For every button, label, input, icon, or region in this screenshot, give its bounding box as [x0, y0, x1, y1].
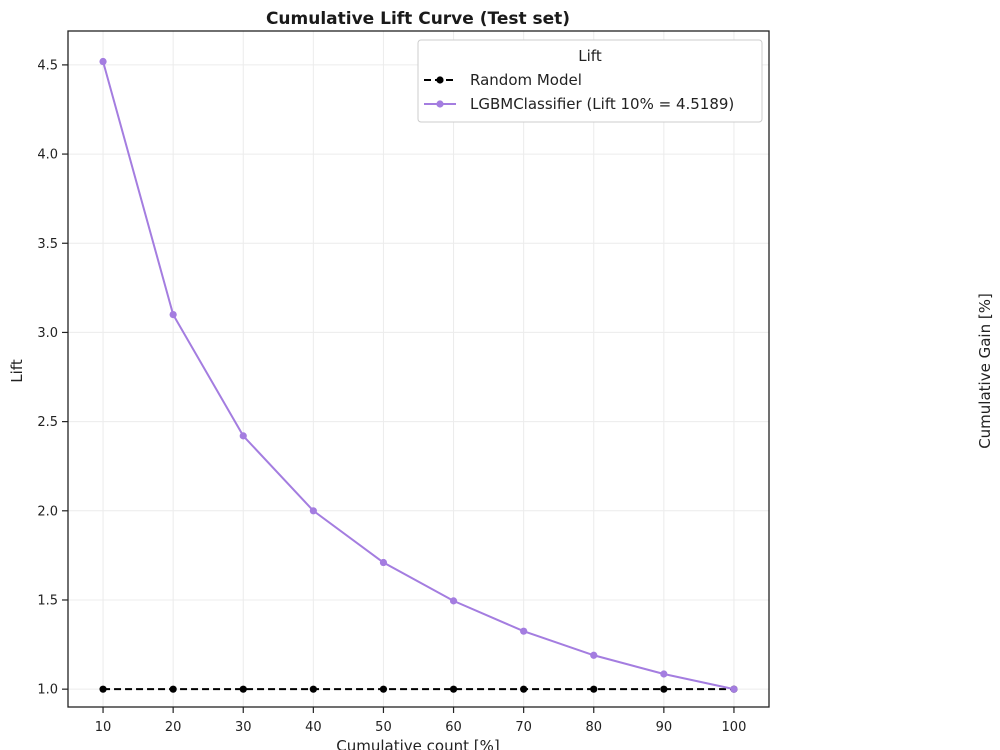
x-tick-label: 10: [95, 720, 112, 735]
y-tick-label: 1.0: [37, 683, 58, 698]
y-tick-label: 1.5: [37, 593, 58, 608]
x-tick-label: 100: [722, 720, 747, 735]
plot-frame: [67, 30, 770, 708]
y-tick-label: 3.5: [37, 237, 58, 252]
lgbm-classifier-point: [590, 651, 598, 659]
random-model-point: [660, 685, 668, 693]
lgbm-classifier-point: [309, 507, 317, 515]
x-tick-label: 70: [515, 720, 532, 735]
random-model-point: [520, 685, 528, 693]
legend-lgbm-classifier-label: LGBMClassifier (Lift 10% = 4.5189): [470, 95, 734, 113]
lgbm-classifier-point: [660, 670, 668, 678]
y-tick-label: 4.0: [37, 148, 58, 163]
legend-box: [417, 39, 763, 123]
random-model-point: [239, 685, 247, 693]
x-tick-label: 40: [305, 720, 322, 735]
axis-ticks: 10 20 30 40 50 60 70 80 90 100 1.0 1.5 2.0 2.5 3.0 3.5 4…: [37, 58, 746, 735]
secondary-y-axis-label: Cumulative Gain [%]: [976, 293, 994, 449]
x-tick-label: 50: [375, 720, 392, 735]
random-model-point: [590, 685, 598, 693]
lgbm-classifier-point: [520, 627, 528, 635]
legend-random-model-label: Random Model: [470, 71, 582, 89]
random-model-point: [99, 685, 107, 693]
lgbm-classifier-point: [239, 432, 247, 440]
x-tick-label: 30: [235, 720, 252, 735]
x-tick-label: 90: [656, 720, 673, 735]
random-model-point: [169, 685, 177, 693]
legend-title: Lift: [578, 47, 602, 65]
legend-entries: Random Model LGBMClassifier (Lift 10% = 4…: [424, 71, 734, 113]
random-model-point: [379, 685, 388, 693]
y-axis-label: Lift: [8, 359, 26, 383]
y-tick-label: 3.0: [37, 326, 58, 341]
legend-lgbm-classifier-marker: [436, 100, 444, 108]
lgbm-classifier-point: [99, 57, 107, 66]
lgbm-classifier-point: [730, 685, 738, 693]
random-model-point: [449, 685, 458, 693]
grid: [68, 31, 769, 707]
legend-random-model-marker: [436, 76, 444, 84]
x-tick-label: 20: [165, 720, 182, 735]
x-tick-label: 80: [585, 720, 602, 735]
x-axis-label: Cumulative count [%]: [336, 737, 499, 750]
legend: Lift Random Model LGBMClassifier (Lift 10…: [417, 39, 763, 123]
random-model-point: [309, 685, 317, 693]
lgbm-classifier-line: [102, 61, 735, 691]
y-tick-label: 4.5: [37, 58, 58, 73]
series: [99, 57, 738, 693]
lgbm-classifier-point: [169, 310, 177, 319]
x-tick-label: 60: [445, 720, 462, 735]
chart-title: Cumulative Lift Curve (Test set): [266, 9, 570, 29]
lgbm-classifier-point: [379, 558, 388, 567]
lgbm-classifier-point: [449, 597, 458, 605]
y-tick-label: 2.0: [37, 504, 58, 519]
y-tick-label: 2.5: [37, 415, 58, 430]
